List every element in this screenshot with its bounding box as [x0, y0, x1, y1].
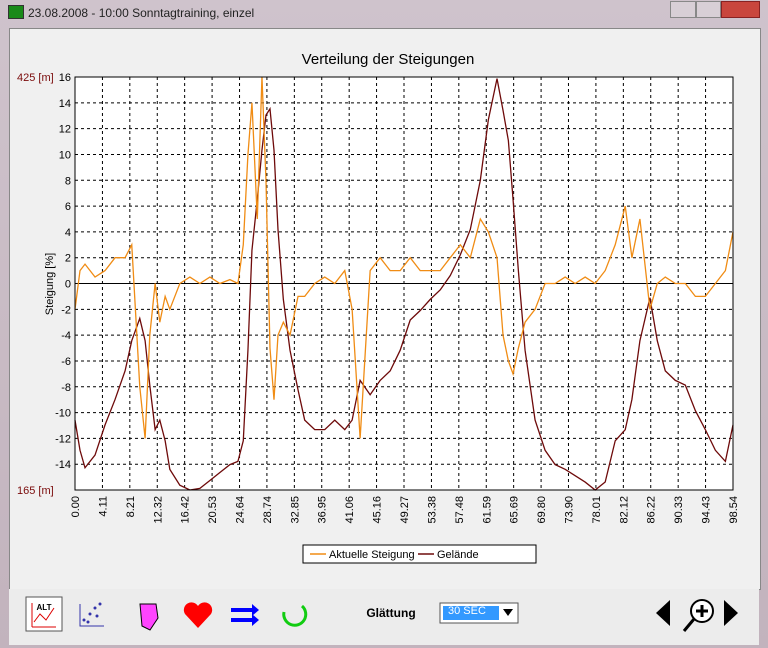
x-tick-label: 53.38 [426, 496, 438, 524]
x-tick-label: 45.16 [372, 496, 384, 524]
x-tick-label: 61.59 [481, 496, 493, 524]
y-tick-label: -12 [55, 433, 71, 445]
y-tick-label: -14 [55, 459, 71, 471]
y-tick-label: -10 [55, 408, 71, 420]
chart-title: Verteilung der Steigungen [302, 51, 475, 68]
app-icon [8, 5, 24, 19]
refresh-button[interactable] [282, 604, 308, 627]
scatter-button[interactable] [79, 602, 104, 627]
y-tick-label: 16 [59, 72, 71, 84]
x-tick-label: 49.27 [399, 496, 411, 524]
y-tick-label: 12 [59, 124, 71, 136]
x-tick-label: 90.33 [673, 496, 685, 524]
x-tick-label: 41.06 [344, 496, 356, 524]
x-tick-label: 69.80 [536, 496, 548, 524]
y-tick-label: 0 [65, 279, 71, 291]
x-tick-label: 4.11 [97, 496, 109, 517]
x-tick-label: 12.32 [152, 496, 164, 524]
y-axis-label: Steigung [%] [44, 253, 56, 315]
minimize-button[interactable] [670, 1, 697, 18]
heart-button[interactable] [183, 602, 213, 628]
window-controls [670, 1, 760, 18]
maximize-button[interactable] [696, 1, 721, 18]
x-tick-label: 20.53 [207, 496, 219, 524]
y-tick-label: -2 [61, 304, 71, 316]
y-tick-label: -4 [61, 330, 71, 342]
prev-button[interactable] [656, 600, 670, 626]
y-tick-label: -6 [61, 356, 71, 368]
x-tick-label: 73.90 [563, 496, 575, 524]
y-tick-label: -8 [61, 382, 71, 394]
dropdown-arrow [503, 609, 513, 616]
y-tick-label: 10 [59, 149, 71, 161]
x-tick-label: 16.42 [180, 496, 192, 524]
legend-label: Aktuelle Steigung [329, 549, 415, 561]
close-button[interactable] [720, 1, 760, 18]
x-tick-label: 8.21 [125, 496, 137, 517]
y-tick-label: 8 [65, 175, 71, 187]
x-tick-label: 0.00 [70, 496, 82, 517]
x-tick-label: 78.01 [591, 496, 603, 524]
series-line [74, 78, 734, 491]
transfer-button[interactable] [231, 604, 259, 626]
x-tick-label: 24.64 [235, 496, 247, 524]
altitude-icon-label: ALT [37, 603, 52, 612]
smoothing-label: Glättung [366, 606, 415, 620]
y2-tick-label: 165 [m] [17, 485, 54, 497]
x-tick-label: 86.22 [646, 496, 658, 524]
zoom-icon [682, 605, 708, 632]
x-tick-label: 32.85 [289, 496, 301, 524]
y-tick-label: 14 [59, 98, 71, 110]
y2-tick-label: 425 [m] [17, 72, 54, 84]
next-button[interactable] [724, 600, 738, 626]
x-tick-label: 98.54 [728, 496, 740, 524]
x-tick-label: 36.95 [317, 496, 329, 524]
plot-area [74, 76, 734, 491]
toolbar [9, 589, 759, 645]
smoothing-value: 30 SEC [448, 605, 486, 617]
x-tick-label: 82.12 [618, 496, 630, 524]
x-tick-label: 28.74 [262, 496, 274, 524]
x-tick-label: 94.43 [701, 496, 713, 524]
legend-label: Gelände [437, 549, 479, 561]
x-tick-label: 57.48 [454, 496, 466, 524]
window-title: 23.08.2008 - 10:00 Sonntagtraining, einz… [28, 6, 255, 20]
y-tick-label: 6 [65, 201, 71, 213]
y-tick-label: 4 [65, 227, 71, 239]
y-tick-label: 2 [65, 253, 71, 265]
x-tick-label: 65.69 [509, 496, 521, 524]
altitude-icon [31, 603, 56, 628]
power-button[interactable] [139, 603, 159, 631]
series-line [74, 76, 734, 439]
dropdown-selection [443, 606, 499, 620]
